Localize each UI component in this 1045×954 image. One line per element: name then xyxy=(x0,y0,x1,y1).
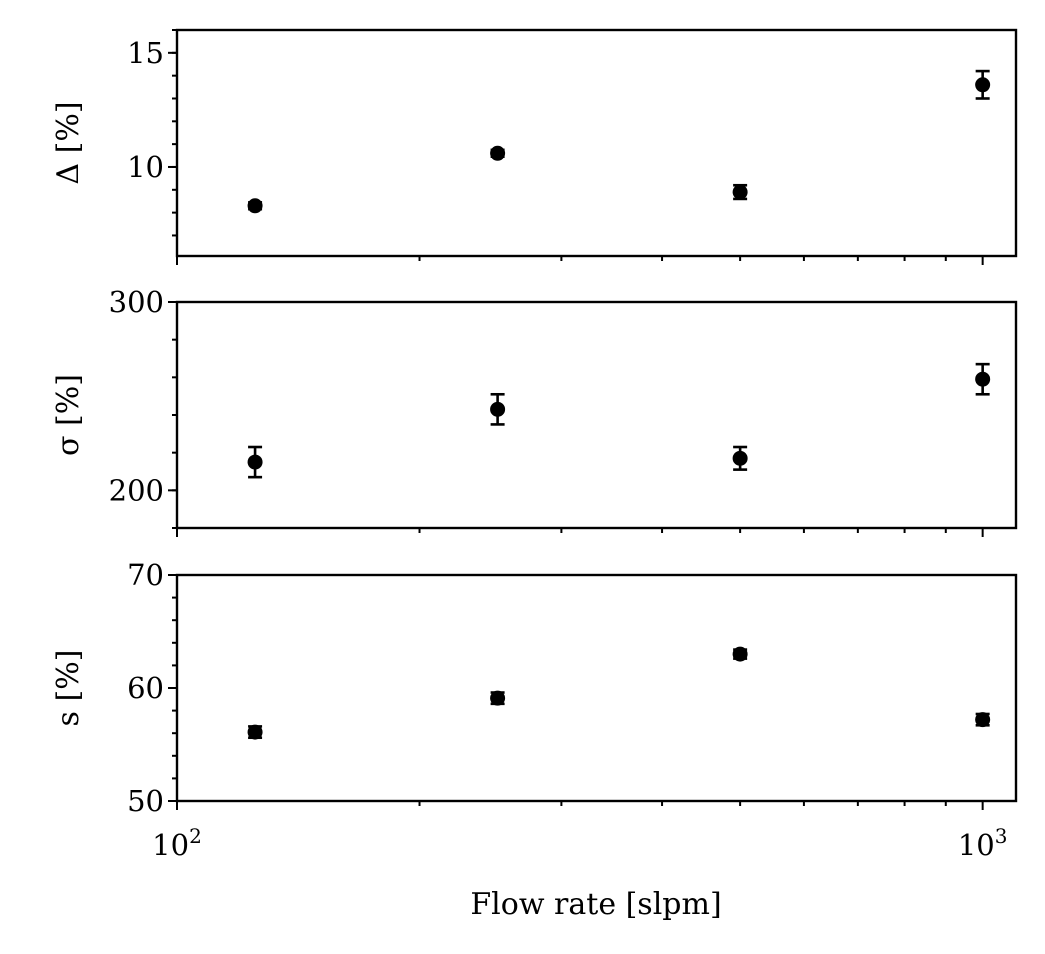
data-point xyxy=(975,712,991,728)
panel-delta-frame xyxy=(175,28,1018,258)
y-tick-label: 50 xyxy=(127,784,164,818)
data-point xyxy=(732,450,748,466)
data-point xyxy=(732,646,748,662)
x-tick-labels: 102 103 xyxy=(152,824,1007,862)
data-point xyxy=(247,454,263,470)
panel-s-frame xyxy=(175,573,1018,803)
y-tick-label: 200 xyxy=(109,473,164,507)
panel-delta-marks: 10 15 xyxy=(127,29,991,265)
panel-delta-ylabel: Δ [%] xyxy=(51,101,86,184)
data-point xyxy=(490,401,506,417)
y-tick-label: 300 xyxy=(109,285,164,319)
data-point xyxy=(732,184,748,200)
data-point xyxy=(490,145,506,161)
data-point xyxy=(247,724,263,740)
panel-sigma-ylabel: σ [%] xyxy=(51,374,86,456)
y-tick-label: 70 xyxy=(127,558,164,592)
y-tick-label: 15 xyxy=(127,36,164,70)
panel-s-ylabel: s [%] xyxy=(51,650,86,727)
data-point xyxy=(975,77,991,93)
panel-s-marks: 50 60 70 xyxy=(127,558,991,818)
x-tick-label: 102 xyxy=(152,824,202,862)
y-tick-label: 60 xyxy=(127,671,164,705)
data-point xyxy=(247,198,263,214)
panel-delta: 10 15 Δ [%] xyxy=(51,28,1018,265)
panel-sigma: 200 300 σ [%] xyxy=(51,285,1018,537)
panel-sigma-frame xyxy=(175,300,1018,530)
x-axis-label: Flow rate [slpm] xyxy=(470,887,721,922)
panel-s: 50 60 70 s [%] xyxy=(51,558,1018,818)
y-tick-label: 10 xyxy=(127,150,164,184)
data-point xyxy=(975,371,991,387)
x-tick-label: 103 xyxy=(958,824,1008,862)
panel-sigma-marks: 200 300 xyxy=(109,285,991,537)
data-point xyxy=(490,690,506,706)
